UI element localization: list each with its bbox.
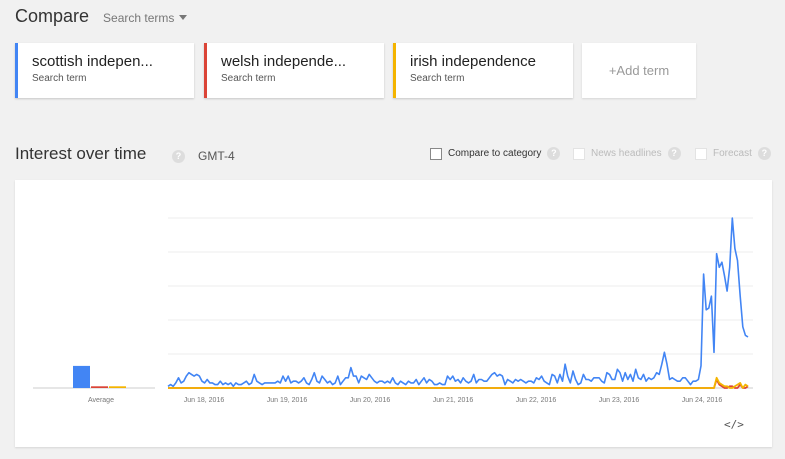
news-headlines-option: News headlines ? xyxy=(573,147,681,160)
news-headlines-checkbox xyxy=(573,147,585,160)
term-card-welsh[interactable]: welsh independe... Search term xyxy=(204,43,384,98)
forecast-option: Forecast ? xyxy=(695,147,771,160)
term-color-bar xyxy=(204,43,207,98)
compare-header: Compare Search terms xyxy=(15,6,188,30)
x-tick-label: Jun 23, 2016 xyxy=(599,397,640,404)
compare-to-category-option[interactable]: Compare to category ? xyxy=(430,147,561,160)
term-card-irish[interactable]: irish independence Search term xyxy=(393,43,573,98)
timezone-label: GMT-4 xyxy=(198,149,235,163)
help-icon[interactable]: ? xyxy=(172,150,185,163)
x-tick-label: Jun 24, 2016 xyxy=(682,397,723,404)
interest-chart[interactable]: Average Jun 18, 2016 Jun 19, 2016 Jun 20, 2… xyxy=(15,180,772,447)
x-tick-label: Jun 22, 2016 xyxy=(516,397,557,404)
term-name: irish independence xyxy=(410,53,536,70)
term-name: welsh independe... xyxy=(221,53,347,70)
interest-over-time-title: Interest over time xyxy=(15,144,147,163)
compare-to-category-checkbox[interactable] xyxy=(430,147,442,160)
series-line-irish xyxy=(168,376,749,389)
news-headlines-label: News headlines xyxy=(591,148,662,159)
add-term-button[interactable]: +Add term xyxy=(582,43,696,98)
average-bar xyxy=(91,386,108,388)
help-icon[interactable]: ? xyxy=(547,147,561,160)
help-icon: ? xyxy=(667,147,681,160)
forecast-checkbox xyxy=(695,147,707,160)
x-tick-label: Jun 18, 2016 xyxy=(184,397,225,404)
average-bar xyxy=(109,386,126,388)
series-line-scottish xyxy=(167,217,749,388)
x-tick-label: Jun 19, 2016 xyxy=(267,397,308,404)
term-name: scottish indepen... xyxy=(32,53,153,70)
term-color-bar xyxy=(15,43,18,98)
forecast-label: Forecast xyxy=(713,148,752,159)
embed-code-icon[interactable]: </> xyxy=(724,418,744,431)
term-card-scottish[interactable]: scottish indepen... Search term xyxy=(15,43,194,98)
x-tick-label: Jun 20, 2016 xyxy=(350,397,391,404)
average-bar xyxy=(73,365,90,388)
interest-over-time-header: Interest over time ? GMT-4 Compare to ca… xyxy=(15,144,775,166)
compare-to-category-label: Compare to category xyxy=(448,148,542,159)
compare-title: Compare xyxy=(15,6,90,26)
term-subtitle: Search term xyxy=(221,73,276,84)
help-icon: ? xyxy=(757,147,771,160)
term-color-bar xyxy=(393,43,396,98)
caret-down-icon xyxy=(179,14,188,20)
average-label: Average xyxy=(88,397,114,404)
interest-chart-panel: Average Jun 18, 2016 Jun 19, 2016 Jun 20, 2… xyxy=(15,180,772,447)
term-subtitle: Search term xyxy=(32,73,87,84)
search-terms-dropdown[interactable]: Search terms xyxy=(103,11,188,25)
search-terms-label: Search terms xyxy=(103,11,175,25)
x-tick-label: Jun 21, 2016 xyxy=(433,397,474,404)
term-subtitle: Search term xyxy=(410,73,465,84)
